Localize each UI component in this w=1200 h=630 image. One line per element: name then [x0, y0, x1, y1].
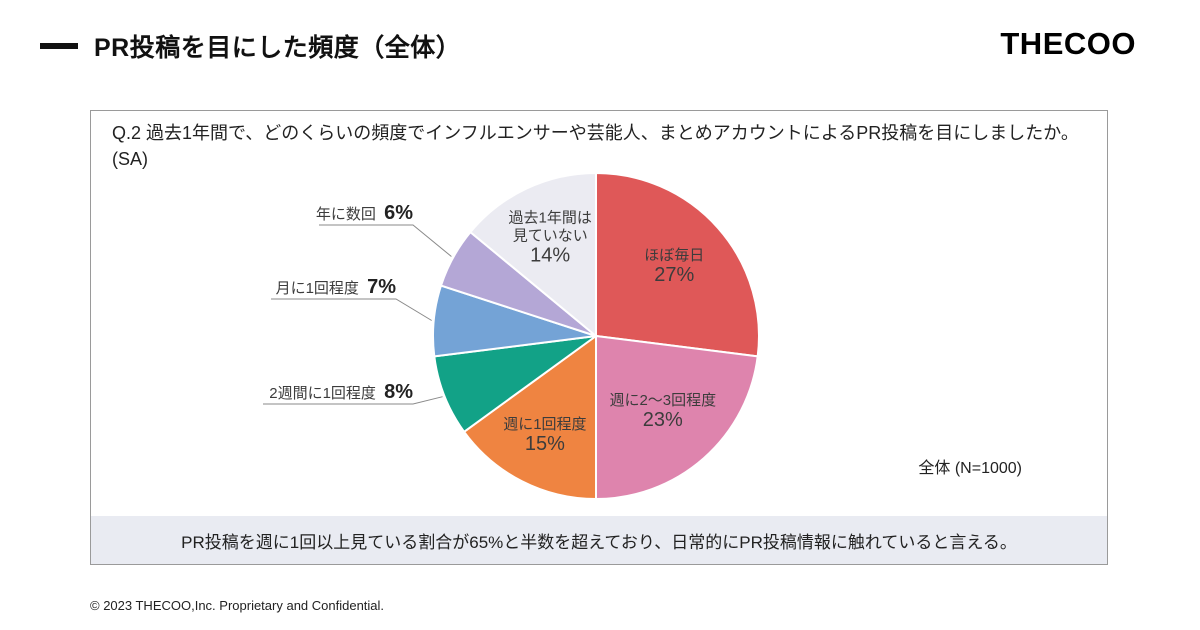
leader-line-5 [319, 224, 452, 257]
slice-label-6: 過去1年間は見ていない 14% [509, 210, 592, 267]
sample-size-label: 全体 (N=1000) [918, 460, 1022, 477]
slice-label-0: ほぼ毎日 27% [644, 247, 704, 286]
summary-text: PR投稿を週に1回以上見ている割合が65%と半数を超えており、日常的にPR投稿情… [181, 532, 1017, 552]
survey-panel: Q.2 過去1年間で、どのくらいの頻度でインフルエンサーや芸能人、まとめアカウン… [90, 110, 1108, 565]
slice-label-1: 週に2～3回程度 23% [609, 392, 716, 431]
question-line2: (SA) [112, 149, 148, 170]
thecoo-logo: THECOO [1000, 26, 1136, 61]
pie-slice-1 [595, 334, 759, 501]
title-dash-icon [40, 43, 78, 49]
question-line1: Q.2 過去1年間で、どのくらいの頻度でインフルエンサーや芸能人、まとめアカウン… [112, 123, 1079, 143]
pie-slice-6 [468, 171, 597, 339]
pie-slice-0 [595, 171, 760, 358]
slice-label-5: 年に数回 6% [316, 202, 413, 224]
pie-slice-2 [462, 334, 597, 501]
copyright: © 2023 THECOO,Inc. Proprietary and Confi… [90, 598, 385, 613]
summary-bar: PR投稿を週に1回以上見ている割合が65%と半数を超えており、日常的にPR投稿情… [91, 516, 1107, 564]
leader-line-3 [263, 396, 443, 405]
leader-line-4 [271, 298, 432, 321]
slice-label-2: 週に1回程度 15% [503, 416, 586, 455]
page-title: PR投稿を目にした頻度（全体） [94, 34, 462, 62]
pie-slice-5 [439, 230, 597, 337]
question-text: Q.2 過去1年間で、どのくらいの頻度でインフルエンサーや芸能人、まとめアカウン… [91, 111, 1107, 172]
slide-header: PR投稿を目にした頻度（全体） [40, 28, 461, 64]
slice-label-4: 月に1回程度 7% [276, 276, 397, 298]
pie-slice-3 [433, 335, 597, 434]
slice-label-3: 2週間に1回程度 8% [269, 381, 413, 403]
pie-slice-4 [432, 284, 597, 358]
